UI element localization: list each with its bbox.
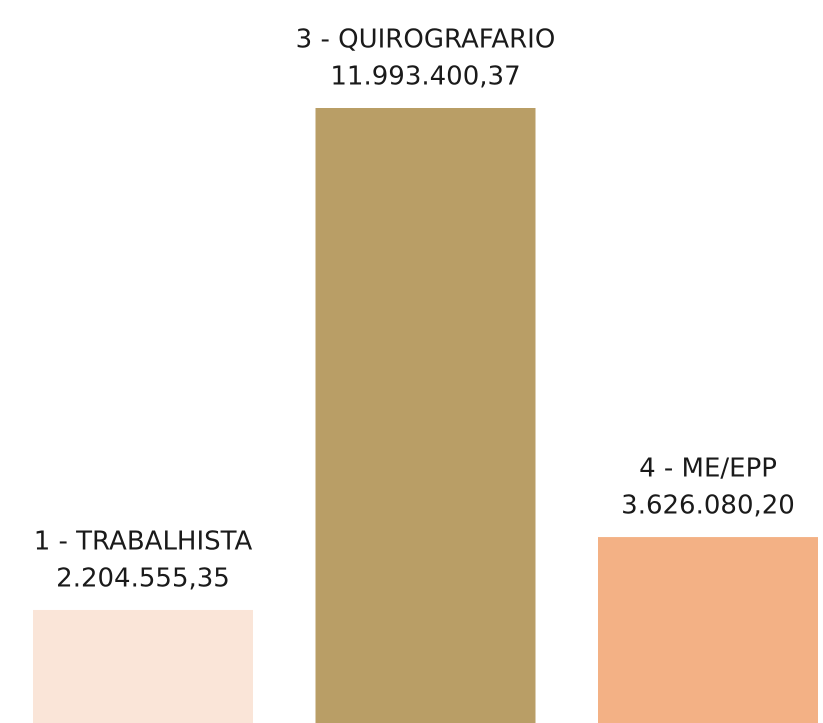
bar (598, 537, 818, 723)
value-label: 11.993.400,37 (330, 62, 520, 92)
category-label: 4 - ME/EPP (639, 454, 777, 484)
category-label: 3 - QUIROGRAFARIO (296, 25, 556, 55)
value-label: 2.204.555,35 (56, 563, 230, 593)
bar (315, 108, 536, 723)
bar (33, 609, 253, 723)
value-label: 3.626.080,20 (621, 491, 795, 521)
category-label: 1 - TRABALHISTA (34, 526, 253, 556)
